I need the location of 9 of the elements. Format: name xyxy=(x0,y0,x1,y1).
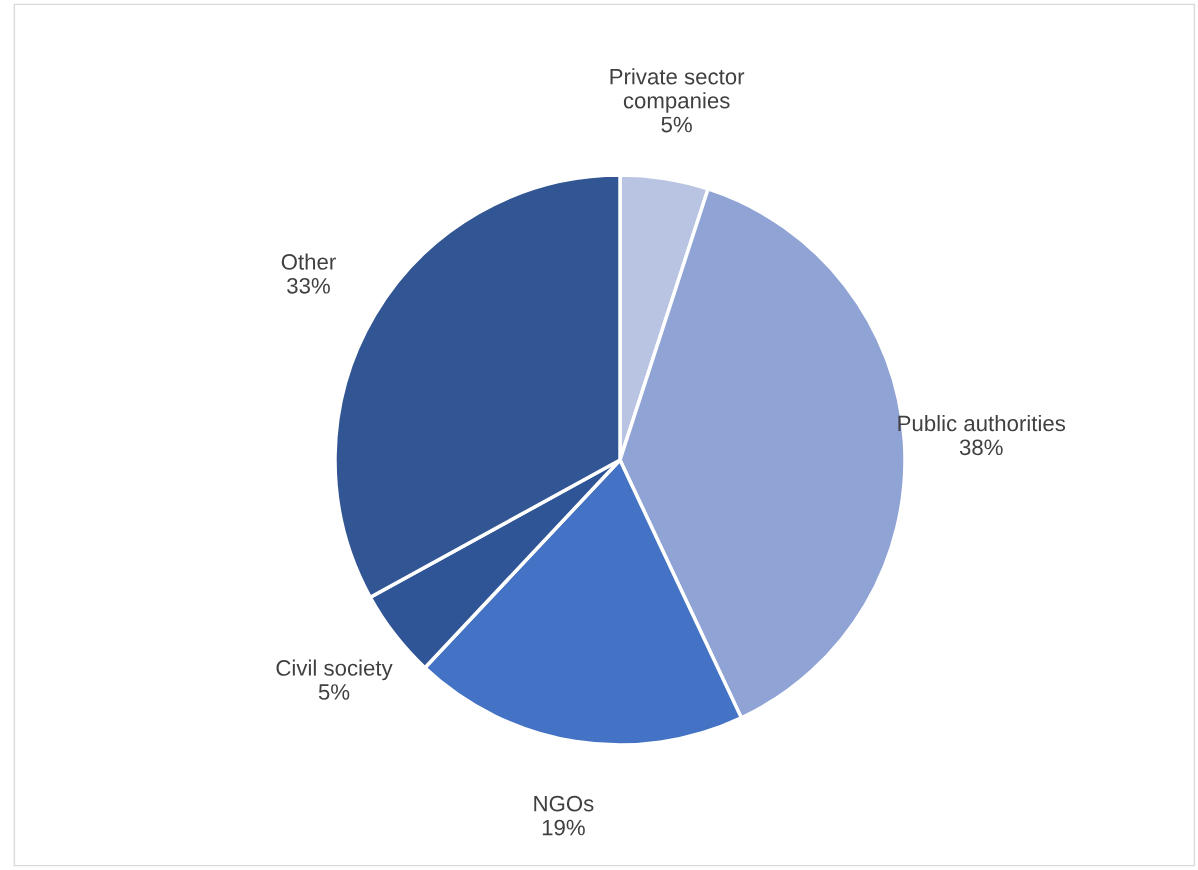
data-label: 38% xyxy=(959,439,1003,456)
data-label: 5% xyxy=(318,684,350,700)
data-label: 33% xyxy=(287,277,330,294)
slice-label: Private sector companies xyxy=(610,68,745,113)
slice-label: Civil society xyxy=(276,659,393,681)
slice-label: NGOs xyxy=(534,795,594,812)
slice-label: Other xyxy=(281,253,336,270)
data-label: 19% xyxy=(542,819,585,836)
data-label: 5% xyxy=(661,116,692,133)
